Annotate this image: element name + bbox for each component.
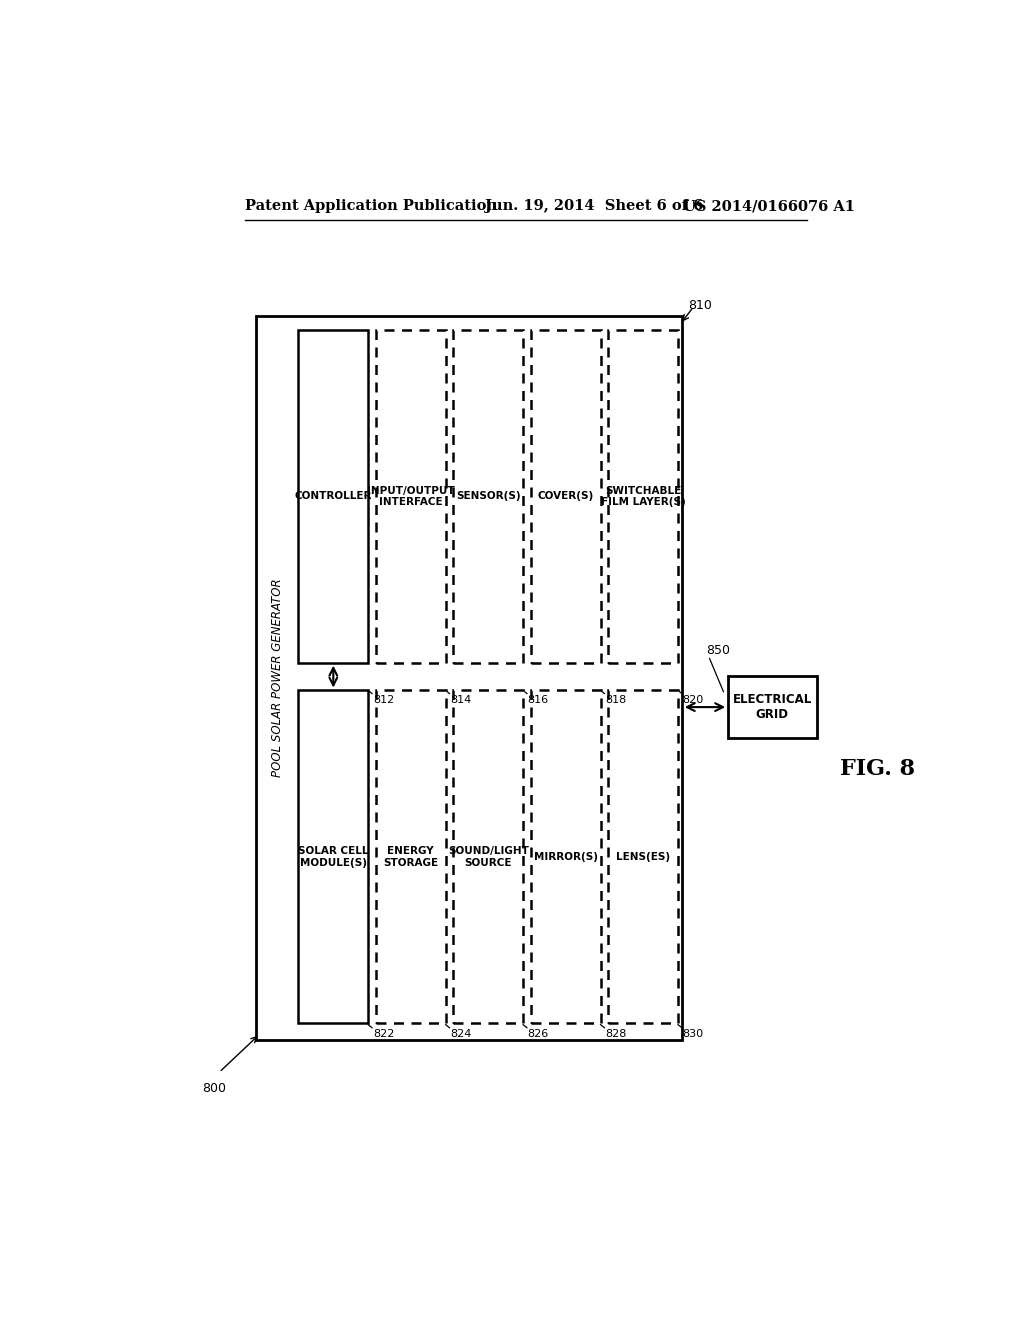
Text: SOLAR CELL
MODULE(S): SOLAR CELL MODULE(S) — [298, 846, 369, 867]
Text: LENS(ES): LENS(ES) — [616, 851, 671, 862]
Text: MIRROR(S): MIRROR(S) — [534, 851, 598, 862]
Text: Jun. 19, 2014  Sheet 6 of 6: Jun. 19, 2014 Sheet 6 of 6 — [484, 199, 703, 213]
Text: ELECTRICAL
GRID: ELECTRICAL GRID — [733, 693, 812, 721]
Text: 800: 800 — [202, 1082, 226, 1096]
Text: 826: 826 — [527, 1030, 549, 1039]
Text: 816: 816 — [527, 696, 549, 705]
Bar — [256, 317, 682, 1040]
Bar — [530, 690, 600, 1023]
Text: 828: 828 — [605, 1030, 627, 1039]
Text: POOL SOLAR POWER GENERATOR: POOL SOLAR POWER GENERATOR — [271, 579, 284, 777]
Text: SENSOR(S): SENSOR(S) — [456, 491, 520, 502]
Text: FIG. 8: FIG. 8 — [840, 758, 914, 780]
Text: SWITCHABLE
FILM LAYER(S): SWITCHABLE FILM LAYER(S) — [601, 486, 685, 507]
Text: 820: 820 — [683, 696, 703, 705]
Bar — [454, 690, 523, 1023]
Text: Patent Application Publication: Patent Application Publication — [245, 199, 497, 213]
Bar — [298, 690, 369, 1023]
Bar — [608, 690, 678, 1023]
Text: 850: 850 — [707, 644, 730, 657]
Text: 824: 824 — [451, 1030, 472, 1039]
Text: COVER(S): COVER(S) — [538, 491, 594, 502]
Bar — [454, 330, 523, 663]
Bar — [376, 690, 445, 1023]
Text: INPUT/OUTPUT
INTERFACE: INPUT/OUTPUT INTERFACE — [367, 486, 455, 507]
Bar — [298, 330, 369, 663]
Bar — [728, 676, 816, 738]
Bar — [530, 330, 600, 663]
Text: SOUND/LIGHT
SOURCE: SOUND/LIGHT SOURCE — [447, 846, 528, 867]
Text: 830: 830 — [683, 1030, 703, 1039]
Text: 810: 810 — [688, 300, 712, 313]
Text: CONTROLLER: CONTROLLER — [295, 491, 372, 502]
Text: US 2014/0166076 A1: US 2014/0166076 A1 — [683, 199, 855, 213]
Text: 814: 814 — [451, 696, 471, 705]
Bar — [608, 330, 678, 663]
Bar — [376, 330, 445, 663]
Text: ENERGY
STORAGE: ENERGY STORAGE — [383, 846, 438, 867]
Text: 812: 812 — [373, 696, 394, 705]
Text: 822: 822 — [373, 1030, 394, 1039]
Text: 818: 818 — [605, 696, 627, 705]
